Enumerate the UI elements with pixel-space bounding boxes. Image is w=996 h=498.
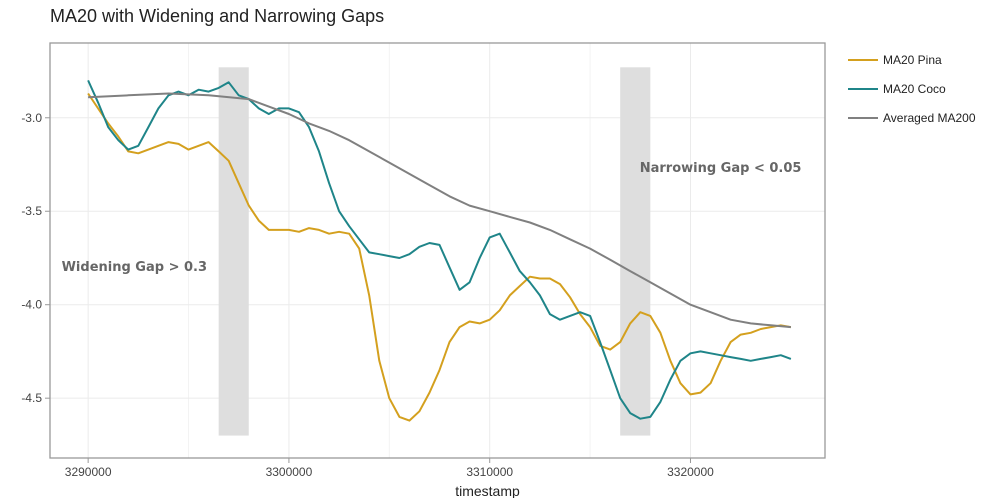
x-axis-title: timestamp bbox=[455, 483, 520, 498]
legend: MA20 Pina MA20 Coco Averaged MA200 bbox=[848, 53, 976, 125]
series-lines bbox=[87, 79, 792, 422]
x-tick-label: 3300000 bbox=[266, 465, 313, 479]
series-line-ma20-pina bbox=[87, 92, 792, 422]
series-line-ma20-coco bbox=[87, 79, 792, 420]
highlight-band bbox=[218, 67, 249, 436]
legend-label: MA20 Coco bbox=[883, 82, 946, 96]
grid-layer bbox=[50, 43, 825, 458]
series-line-averaged-ma200 bbox=[88, 92, 791, 329]
x-tick-label: 3290000 bbox=[65, 465, 112, 479]
axis-ticks: 3290000 3300000 3310000 3320000 -3.0 -3.5 -4.0… bbox=[21, 111, 714, 479]
y-tick-label: -4.5 bbox=[21, 391, 42, 405]
annotation-label: Widening Gap > 0.3 bbox=[62, 260, 207, 275]
y-tick-label: -4.0 bbox=[21, 298, 42, 312]
y-tick-label: -3.5 bbox=[21, 204, 42, 218]
legend-label: Averaged MA200 bbox=[883, 111, 976, 125]
chart-title: MA20 with Widening and Narrowing Gaps bbox=[50, 6, 385, 26]
highlight-band bbox=[620, 67, 651, 436]
x-tick-label: 3310000 bbox=[466, 465, 513, 479]
y-tick-label: -3.0 bbox=[21, 111, 42, 125]
x-tick-label: 3320000 bbox=[667, 465, 714, 479]
highlight-bands bbox=[218, 67, 651, 436]
legend-label: MA20 Pina bbox=[883, 53, 942, 67]
annotations: Widening Gap > 0.3 Narrowing Gap < 0.05 bbox=[62, 161, 802, 275]
annotation-label: Narrowing Gap < 0.05 bbox=[640, 161, 802, 176]
plot-frame bbox=[49, 42, 826, 459]
